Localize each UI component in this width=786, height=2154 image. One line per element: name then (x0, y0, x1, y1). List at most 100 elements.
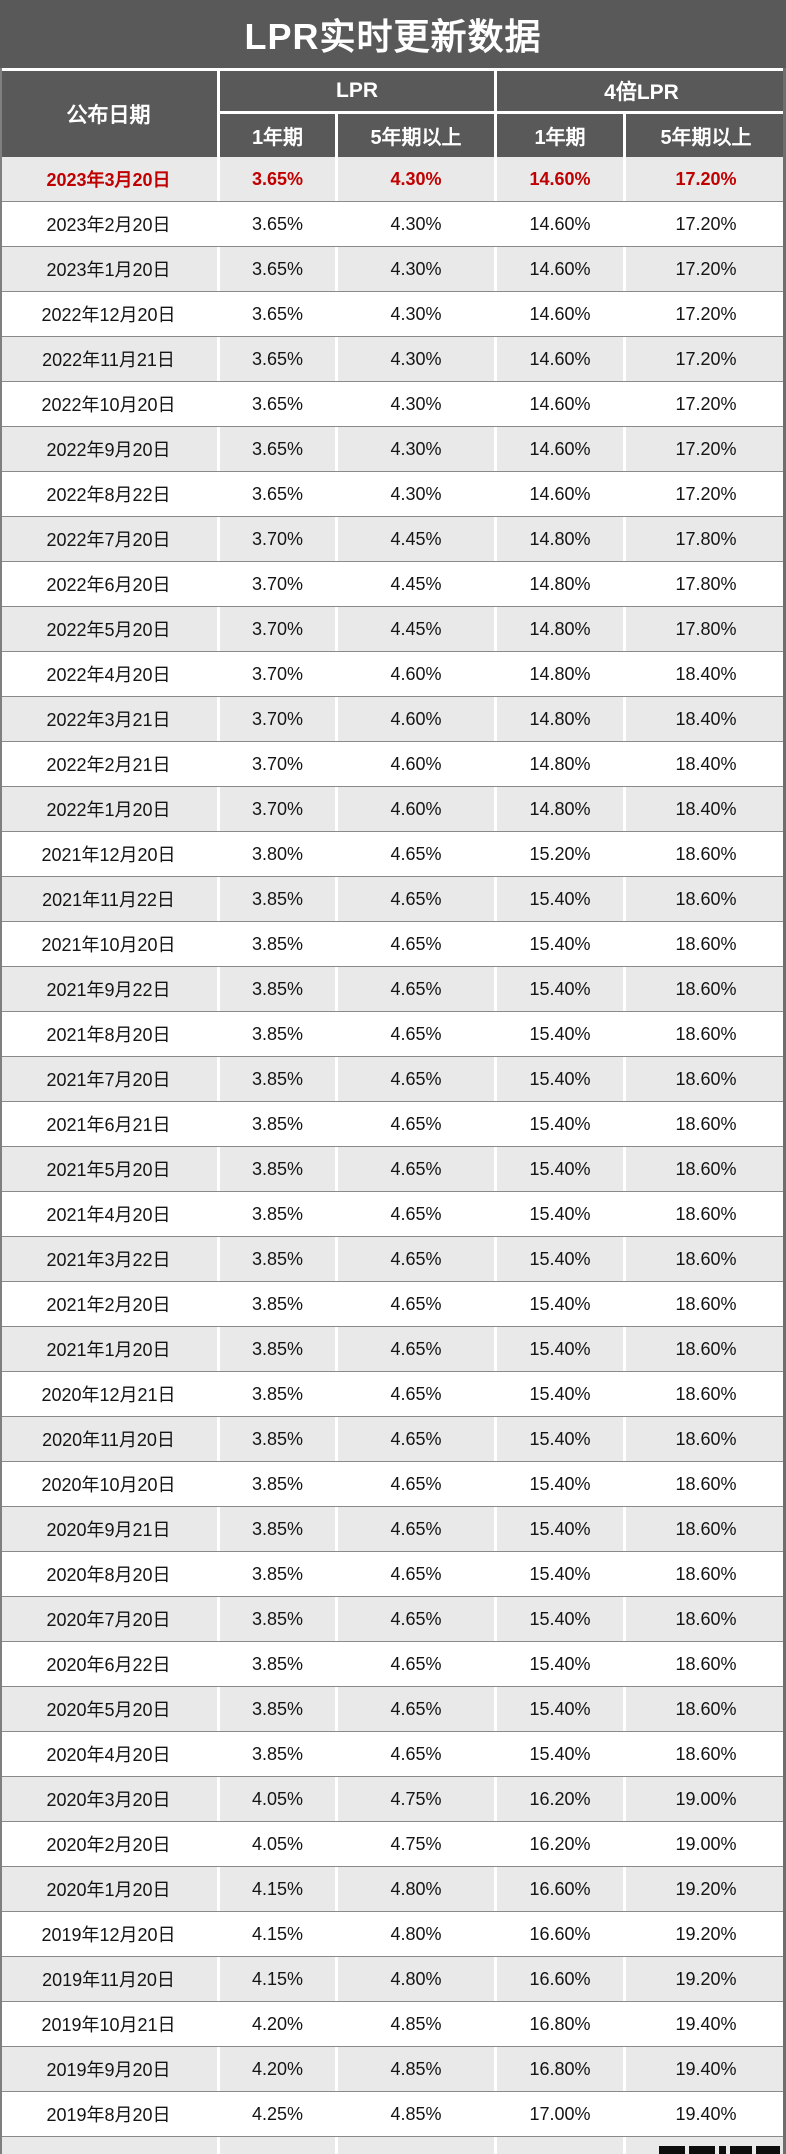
partial-next-row (0, 2137, 786, 2154)
cell-4xlpr-5y: 18.60% (623, 1462, 786, 1506)
table-body: 2023年3月20日 3.65% 4.30% 14.60% 17.20% 202… (0, 157, 786, 2137)
table-row: 2022年11月21日 3.65% 4.30% 14.60% 17.20% (0, 337, 786, 382)
cell-4xlpr-1y: 14.60% (494, 202, 623, 246)
cell-4xlpr-5y: 17.20% (623, 157, 786, 201)
table-row: 2019年12月20日 4.15% 4.80% 16.60% 19.20% (0, 1912, 786, 1957)
table-row: 2023年1月20日 3.65% 4.30% 14.60% 17.20% (0, 247, 786, 292)
cell-publish-date: 2020年8月20日 (46, 1565, 171, 1585)
cell-4xlpr-5y: 18.60% (623, 1102, 786, 1146)
cell-lpr-5y: 4.30% (335, 427, 494, 471)
cell-lpr-5y: 4.65% (335, 1057, 494, 1101)
cell-lpr-1y: 3.70% (217, 607, 335, 651)
table-row: 2022年5月20日 3.70% 4.45% 14.80% 17.80% (0, 607, 786, 652)
table-row: 2022年1月20日 3.70% 4.60% 14.80% 18.40% (0, 787, 786, 832)
table-row: 2020年8月20日 3.85% 4.65% 15.40% 18.60% (0, 1552, 786, 1597)
cell-publish-date: 2022年12月20日 (41, 305, 176, 325)
table-row: 2021年9月22日 3.85% 4.65% 15.40% 18.60% (0, 967, 786, 1012)
cell-lpr-1y: 3.85% (217, 1372, 335, 1416)
table-row: 2021年7月20日 3.85% 4.65% 15.40% 18.60% (0, 1057, 786, 1102)
cell-lpr-1y: 4.20% (217, 2002, 335, 2046)
cell-4xlpr-1y: 15.40% (494, 1147, 623, 1191)
cell-lpr-5y: 4.80% (335, 1957, 494, 2001)
column-header-date: 公布日期 (66, 104, 151, 127)
cell-4xlpr-5y: 18.60% (623, 1057, 786, 1101)
cell-publish-date: 2020年6月22日 (46, 1655, 171, 1675)
cell-lpr-5y: 4.85% (335, 2047, 494, 2091)
cell-lpr-1y: 3.85% (217, 1687, 335, 1731)
cell-4xlpr-5y: 18.60% (623, 922, 786, 966)
table-row: 2022年7月20日 3.70% 4.45% 14.80% 17.80% (0, 517, 786, 562)
cell-lpr-5y: 4.45% (335, 562, 494, 606)
cell-lpr-1y: 4.20% (217, 2047, 335, 2091)
column-header-lpr-5y: 5年期以上 (335, 111, 494, 157)
cell-lpr-1y: 3.85% (217, 1642, 335, 1686)
table-row: 2022年3月21日 3.70% 4.60% 14.80% 18.40% (0, 697, 786, 742)
cell-lpr-5y: 4.65% (335, 1147, 494, 1191)
cell-lpr-1y: 3.85% (217, 1462, 335, 1506)
cell-publish-date: 2020年9月21日 (46, 1520, 171, 1540)
cell-lpr-5y: 4.85% (335, 2092, 494, 2136)
cell-lpr-1y: 3.65% (217, 292, 335, 336)
cell-4xlpr-5y: 19.20% (623, 1867, 786, 1911)
cell-publish-date: 2022年8月22日 (46, 485, 171, 505)
cell-4xlpr-1y: 16.20% (494, 1777, 623, 1821)
cell-publish-date: 2021年2月20日 (46, 1295, 171, 1315)
page-title: LPR实时更新数据 (0, 0, 786, 71)
cell-lpr-1y: 3.85% (217, 1327, 335, 1371)
cell-4xlpr-1y: 14.80% (494, 742, 623, 786)
cell-publish-date: 2022年11月21日 (42, 350, 175, 370)
watermark-fragment (659, 2146, 780, 2154)
cell-4xlpr-5y: 18.40% (623, 787, 786, 831)
cell-4xlpr-5y: 18.60% (623, 1372, 786, 1416)
cell-4xlpr-5y: 18.60% (623, 1597, 786, 1641)
cell-publish-date: 2020年11月20日 (42, 1430, 175, 1450)
cell-lpr-1y: 3.85% (217, 1282, 335, 1326)
cell-4xlpr-1y: 14.80% (494, 652, 623, 696)
cell-lpr-1y: 4.25% (217, 2092, 335, 2136)
cell-4xlpr-5y: 18.60% (623, 1507, 786, 1551)
table-row: 2021年5月20日 3.85% 4.65% 15.40% 18.60% (0, 1147, 786, 1192)
cell-publish-date: 2019年9月20日 (46, 2060, 171, 2080)
cell-lpr-1y: 3.65% (217, 337, 335, 381)
cell-lpr-1y: 4.05% (217, 1822, 335, 1866)
cell-4xlpr-5y: 18.60% (623, 832, 786, 876)
table-left-border (0, 68, 2, 2154)
cell-4xlpr-5y: 18.60% (623, 1237, 786, 1281)
cell-publish-date: 2022年2月21日 (46, 755, 171, 775)
table-right-border (783, 68, 786, 2154)
cell-4xlpr-1y: 16.60% (494, 1867, 623, 1911)
table-row: 2020年9月21日 3.85% 4.65% 15.40% 18.60% (0, 1507, 786, 1552)
cell-4xlpr-1y: 16.60% (494, 1912, 623, 1956)
column-header-lpr-1y: 1年期 (217, 111, 335, 157)
cell-lpr-5y: 4.30% (335, 202, 494, 246)
table-row: 2022年6月20日 3.70% 4.45% 14.80% 17.80% (0, 562, 786, 607)
cell-lpr-1y: 3.85% (217, 1102, 335, 1146)
cell-publish-date: 2020年4月20日 (46, 1745, 171, 1765)
table-row: 2022年2月21日 3.70% 4.60% 14.80% 18.40% (0, 742, 786, 787)
cell-publish-date: 2019年11月20日 (42, 1970, 175, 1990)
cell-4xlpr-5y: 17.20% (623, 337, 786, 381)
cell-publish-date: 2020年1月20日 (46, 1880, 171, 1900)
cell-4xlpr-5y: 18.40% (623, 652, 786, 696)
cell-lpr-5y: 4.65% (335, 877, 494, 921)
cell-lpr-1y: 3.85% (217, 1147, 335, 1191)
cell-publish-date: 2022年6月20日 (46, 575, 171, 595)
cell-4xlpr-1y: 15.40% (494, 967, 623, 1011)
cell-lpr-1y: 3.70% (217, 742, 335, 786)
cell-publish-date: 2022年1月20日 (46, 800, 171, 820)
cell-lpr-5y: 4.45% (335, 517, 494, 561)
cell-4xlpr-1y: 15.40% (494, 1687, 623, 1731)
cell-lpr-5y: 4.65% (335, 1372, 494, 1416)
cell-lpr-5y: 4.45% (335, 607, 494, 651)
cell-4xlpr-1y: 15.40% (494, 1552, 623, 1596)
cell-publish-date: 2021年6月21日 (46, 1115, 171, 1135)
cell-lpr-5y: 4.65% (335, 1012, 494, 1056)
cell-lpr-5y: 4.65% (335, 1507, 494, 1551)
cell-lpr-5y: 4.30% (335, 157, 494, 201)
cell-4xlpr-5y: 17.20% (623, 292, 786, 336)
cell-lpr-1y: 3.70% (217, 517, 335, 561)
table-row: 2021年6月21日 3.85% 4.65% 15.40% 18.60% (0, 1102, 786, 1147)
cell-publish-date: 2021年8月20日 (46, 1025, 171, 1045)
table-row: 2022年8月22日 3.65% 4.30% 14.60% 17.20% (0, 472, 786, 517)
